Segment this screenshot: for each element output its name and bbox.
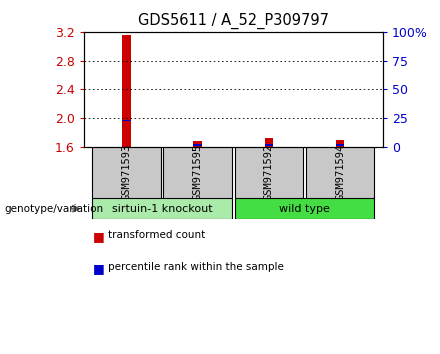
Text: GSM971593: GSM971593 <box>121 144 132 200</box>
Text: wild type: wild type <box>279 204 330 213</box>
Bar <box>122 35 131 147</box>
Bar <box>264 138 273 147</box>
Text: ■: ■ <box>92 262 104 275</box>
Bar <box>336 139 345 147</box>
Text: transformed count: transformed count <box>108 230 205 240</box>
Text: genotype/variation: genotype/variation <box>4 204 103 213</box>
Bar <box>264 144 273 146</box>
Text: GSM971594: GSM971594 <box>335 144 345 200</box>
Bar <box>235 147 303 198</box>
Bar <box>163 147 232 198</box>
Bar <box>193 141 202 147</box>
Text: percentile rank within the sample: percentile rank within the sample <box>108 262 284 272</box>
Text: GSM971595: GSM971595 <box>193 144 202 200</box>
Text: sirtuin-1 knockout: sirtuin-1 knockout <box>112 204 212 213</box>
Text: ■: ■ <box>92 230 104 243</box>
Bar <box>336 144 345 146</box>
Bar <box>235 198 374 219</box>
Text: GSM971592: GSM971592 <box>264 144 274 200</box>
Title: GDS5611 / A_52_P309797: GDS5611 / A_52_P309797 <box>138 13 329 29</box>
Bar <box>193 144 202 146</box>
Bar <box>122 120 131 121</box>
Bar <box>306 147 374 198</box>
Bar <box>92 147 161 198</box>
Bar <box>92 198 232 219</box>
